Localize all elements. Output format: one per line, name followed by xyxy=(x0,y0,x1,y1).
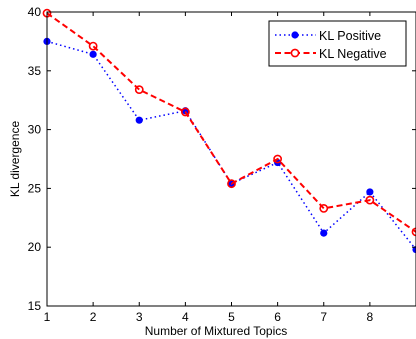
data-point-kl-positive xyxy=(89,50,97,58)
y-tick-label: 35 xyxy=(28,64,42,78)
y-tick-label: 20 xyxy=(28,240,42,254)
x-tick-label: 1 xyxy=(44,310,51,324)
y-tick-label: 30 xyxy=(28,123,42,137)
legend-marker-kl-positive xyxy=(291,31,299,39)
y-axis-label: KL divergence xyxy=(8,121,22,198)
data-point-kl-negative xyxy=(227,179,236,189)
data-point-kl-negative xyxy=(365,195,375,205)
y-tick-label: 25 xyxy=(28,181,42,195)
x-tick-label: 3 xyxy=(136,310,143,324)
data-point-kl-negative xyxy=(273,154,283,164)
data-point-kl-negative xyxy=(88,41,98,51)
data-point-kl-positive xyxy=(412,245,416,254)
x-tick-label: 2 xyxy=(90,310,97,324)
series-layer xyxy=(42,8,416,254)
y-tick-label: 40 xyxy=(28,5,42,19)
data-point-kl-positive xyxy=(320,229,328,237)
x-tick-label: 6 xyxy=(274,310,281,324)
x-axis-label: Number of Mixtured Topics xyxy=(145,324,288,338)
series-line-kl-negative xyxy=(46,12,416,233)
x-tick-label: 8 xyxy=(367,310,374,324)
legend: KL Positive KL Negative xyxy=(268,20,407,67)
data-point-kl-negative xyxy=(319,203,329,213)
data-point-kl-negative xyxy=(180,107,190,117)
legend-box xyxy=(268,20,407,67)
x-tick-label: 5 xyxy=(228,310,235,324)
x-tick-label: 7 xyxy=(320,310,327,324)
legend-marker-kl-negative xyxy=(290,48,300,58)
data-point-kl-negative xyxy=(134,85,144,95)
data-point-kl-positive xyxy=(135,116,143,124)
series-line-kl-positive xyxy=(46,40,416,251)
data-point-kl-positive xyxy=(366,188,374,196)
legend-label-kl-positive: KL Positive xyxy=(319,29,381,43)
legend-label-kl-negative: KL Negative xyxy=(319,47,387,61)
x-tick-label: 4 xyxy=(182,310,189,324)
y-tick-label: 15 xyxy=(28,299,42,313)
ticks-layer: 1 2 3 4 5 6 7 8 15 20 25 30 35 40 xyxy=(28,5,416,324)
